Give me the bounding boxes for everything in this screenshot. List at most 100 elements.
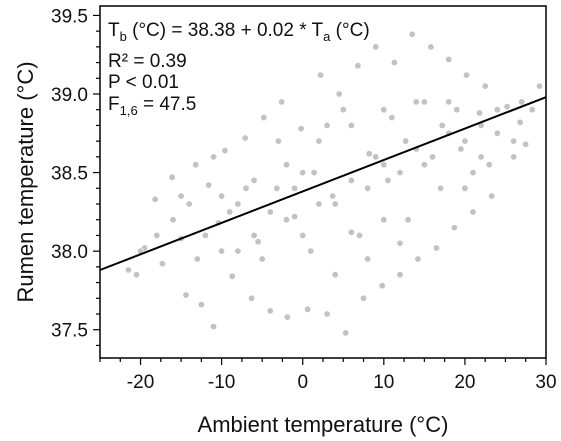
scatter-point xyxy=(469,169,477,177)
scatter-point xyxy=(282,161,290,169)
scatter-point xyxy=(510,137,518,145)
scatter-point xyxy=(461,184,469,192)
scatter-point xyxy=(493,129,501,137)
scatter-point xyxy=(438,121,446,129)
y-tick-label: 38.0 xyxy=(51,242,88,263)
regression-line xyxy=(99,96,547,271)
scatter-point xyxy=(133,271,141,279)
scatter-point xyxy=(153,231,161,239)
scatter-point xyxy=(317,71,325,79)
scatter-point xyxy=(331,271,339,279)
scatter-point xyxy=(274,137,282,145)
scatter-point xyxy=(254,238,262,246)
scatter-point xyxy=(192,161,200,169)
scatter-point xyxy=(282,216,290,224)
scatter-point xyxy=(342,329,350,337)
scatter-point xyxy=(485,161,493,169)
scatter-point xyxy=(380,161,388,169)
scatter-point xyxy=(221,147,229,155)
scatter-point xyxy=(218,247,226,255)
scatter-point xyxy=(380,216,388,224)
scatter-point xyxy=(535,82,543,90)
scatter-point xyxy=(355,231,363,239)
equation-tb: T xyxy=(108,20,120,41)
scatter-point xyxy=(228,272,236,280)
scatter-point xyxy=(522,140,530,148)
scatter-point xyxy=(177,192,185,200)
scatter-point xyxy=(205,181,213,189)
x-tick-label: -20 xyxy=(127,372,154,393)
annotation-equation: Tb (°C) = 38.38 + 0.02 * Ta (°C) xyxy=(108,20,370,44)
scatter-point xyxy=(428,153,436,161)
scatter-point xyxy=(510,153,518,161)
equation-ta-subscript: a xyxy=(323,29,331,44)
y-tick-label: 38.5 xyxy=(51,164,88,185)
scatter-point xyxy=(226,208,234,216)
scatter-point xyxy=(258,255,266,263)
scatter-point xyxy=(210,153,218,161)
scatter-point xyxy=(414,255,422,263)
scatter-point xyxy=(364,255,372,263)
f-stat-subscript: 1,6 xyxy=(120,103,138,118)
scatter-point xyxy=(291,213,299,221)
scatter-point xyxy=(218,192,226,200)
scatter-point xyxy=(445,98,453,106)
scatter-point xyxy=(503,103,511,111)
scatter-point xyxy=(185,200,193,208)
scatter-point xyxy=(347,121,355,129)
scatter-point xyxy=(437,184,445,192)
x-axis-title: Ambient temperature (°C) xyxy=(198,412,449,437)
scatter-point xyxy=(450,224,458,232)
scatter-point xyxy=(210,323,218,331)
y-axis: 37.5 38.0 38.5 39.0 39.5 xyxy=(51,6,100,347)
scatter-point xyxy=(248,294,256,302)
scatter-point xyxy=(168,173,176,181)
scatter-point xyxy=(315,137,323,145)
scatter-point xyxy=(461,137,469,145)
scatter-point xyxy=(380,106,388,114)
y-tick-label: 37.5 xyxy=(51,321,88,342)
scatter-point xyxy=(347,228,355,236)
annotation-block: Tb (°C) = 38.38 + 0.02 * Ta (°C) R² = 0.… xyxy=(108,20,370,118)
f-stat-value: = 47.5 xyxy=(138,94,197,115)
scatter-point xyxy=(477,153,485,161)
scatter-point xyxy=(364,184,372,192)
scatter-point xyxy=(481,82,489,90)
f-stat-label: F xyxy=(108,94,120,115)
scatter-point xyxy=(408,30,416,38)
scatter-point xyxy=(158,260,166,268)
scatter-point xyxy=(354,62,362,70)
scatter-point xyxy=(315,200,323,208)
scatter-point xyxy=(378,282,386,290)
scatter-point xyxy=(266,307,274,315)
scatter-point xyxy=(193,255,201,263)
annotation-r-squared: R² = 0.39 xyxy=(108,51,187,72)
scatter-point xyxy=(420,161,428,169)
scatter-point xyxy=(402,137,410,145)
scatter-point xyxy=(304,305,312,313)
scatter-point xyxy=(266,208,274,216)
scatter-point xyxy=(299,169,307,177)
scatter-point xyxy=(201,231,209,239)
scatter-point xyxy=(445,55,453,63)
scatter-point xyxy=(299,231,307,239)
scatter-point xyxy=(260,114,268,122)
scatter-point xyxy=(372,43,380,51)
scatter-point xyxy=(469,208,477,216)
annotation-f-stat: F1,6 = 47.5 xyxy=(108,94,196,118)
scatter-point xyxy=(234,200,242,208)
y-axis-title: Rumen temperature (°C) xyxy=(13,61,38,302)
scatter-point xyxy=(234,247,242,255)
scatter-point xyxy=(420,98,428,106)
scatter-point xyxy=(307,247,315,255)
scatter-point xyxy=(124,266,132,274)
scatter-point xyxy=(323,310,331,318)
scatter-point xyxy=(297,125,305,133)
scatter-point xyxy=(396,271,404,279)
scatter-point xyxy=(453,106,461,114)
scatter-point xyxy=(427,43,435,51)
scatter-point xyxy=(396,239,404,247)
scatter-point xyxy=(432,244,440,252)
